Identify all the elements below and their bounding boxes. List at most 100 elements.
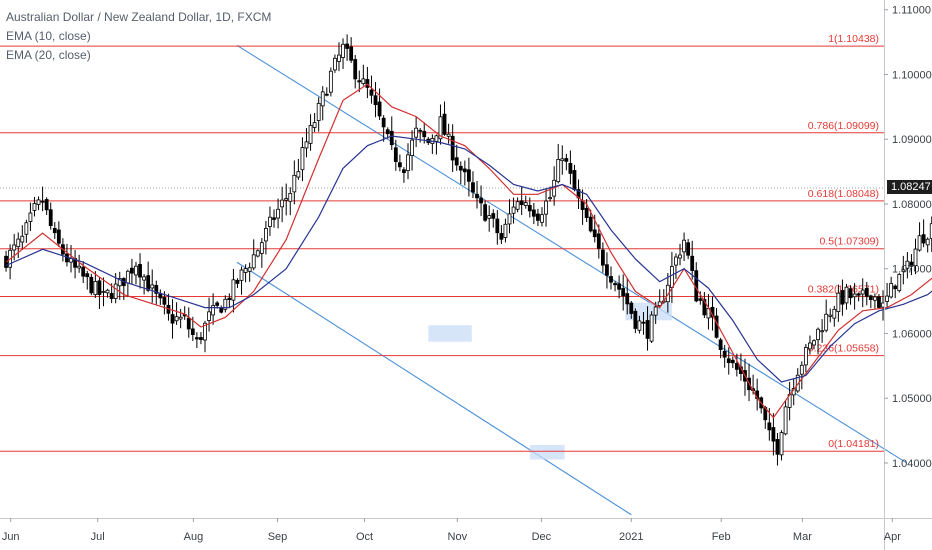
candle-body [211, 305, 216, 316]
candle-body [462, 168, 467, 173]
candle-body [296, 171, 301, 178]
candle-body [288, 193, 293, 202]
price-tick-label: 1.05000 [892, 393, 932, 405]
candle-body [531, 209, 536, 217]
candle-body [20, 235, 25, 243]
price-tick-label: 1.09000 [892, 134, 932, 146]
candle-body [678, 254, 682, 259]
candle-body [56, 229, 61, 244]
support-zone-rect [529, 445, 565, 460]
candle-body [361, 78, 366, 84]
candle-body [93, 281, 98, 296]
fib-level-label: 0.786(1.09099) [808, 120, 879, 132]
candle-body [803, 347, 808, 366]
candle-body [523, 202, 528, 206]
time-tick-label: Feb [712, 531, 731, 543]
candle-body [292, 174, 297, 193]
time-tick-label: Mar [793, 531, 812, 543]
candle-body [373, 95, 378, 106]
time-tick-label: 2021 [619, 531, 643, 543]
candle-body [560, 158, 565, 162]
candle-body [434, 135, 439, 142]
candle-body [255, 250, 260, 257]
candle-body [154, 285, 159, 294]
candle-body [479, 197, 483, 204]
candle-body [548, 197, 552, 200]
candle-body [393, 147, 398, 162]
candle-body [328, 70, 333, 93]
candle-body [397, 162, 402, 168]
candle-body [284, 198, 289, 201]
chart-title: Australian Dollar / New Zealand Dollar, … [6, 10, 272, 24]
candle-body [775, 439, 780, 455]
candle-body [836, 292, 841, 312]
time-tick-label: Jul [91, 531, 105, 543]
ema-20-label: EMA (20, close) [6, 48, 91, 62]
candle-body [130, 267, 134, 274]
candle-body [458, 165, 463, 171]
candle-body [77, 265, 82, 269]
candle-body [877, 296, 881, 308]
candle-body [190, 328, 195, 335]
candle-body [832, 308, 837, 319]
candle-body [864, 287, 869, 297]
candle-body [442, 113, 447, 135]
candle-body [637, 320, 642, 331]
candle-body [194, 337, 199, 340]
last-price-tag: 1.08247 [887, 179, 932, 194]
candle-body [483, 204, 488, 221]
candle-body [446, 133, 451, 137]
candle-body [901, 269, 906, 272]
candle-body [665, 284, 670, 303]
candle-body [304, 141, 309, 149]
candle-body [174, 316, 179, 322]
candle-body [243, 268, 248, 273]
candle-body [85, 273, 90, 278]
candle-body [44, 199, 49, 211]
candle-body [24, 222, 29, 235]
candle-body [134, 265, 138, 276]
time-tick-label: Dec [532, 531, 552, 543]
candle-body [824, 313, 829, 331]
candle-body [365, 79, 370, 88]
candle-body [629, 302, 634, 314]
candle-body [414, 127, 419, 138]
candle-body [333, 57, 337, 71]
candle-body [734, 363, 739, 370]
candle-body [146, 275, 151, 291]
candle-body [564, 158, 569, 162]
candle-body [592, 229, 597, 238]
candle-body [645, 320, 650, 339]
candle-body [349, 46, 354, 61]
candle-body [682, 239, 686, 253]
candle-body [633, 310, 638, 329]
candle-body [475, 193, 479, 199]
candle-body [596, 233, 601, 249]
fib-level-label: 1(1.10438) [828, 33, 879, 45]
candle-body [186, 317, 191, 330]
candle-body [268, 216, 272, 227]
candle-body [199, 337, 203, 340]
candle-body [158, 293, 163, 299]
candle-body [247, 267, 252, 272]
candle-body [377, 101, 382, 117]
candle-body [235, 279, 240, 284]
candle-body [418, 129, 423, 132]
candle-body [300, 147, 305, 171]
candle-body [357, 80, 362, 83]
support-zone-rect [428, 325, 472, 342]
candle-body [515, 201, 520, 210]
chart-legend: Australian Dollar / New Zealand Dollar, … [6, 8, 271, 65]
candle-body [816, 328, 820, 341]
candle-body [406, 154, 410, 172]
candle-body [491, 213, 496, 219]
candle-body [820, 330, 825, 333]
candle-body [324, 93, 329, 96]
candle-body [239, 269, 244, 281]
candle-body [779, 432, 784, 456]
candle-body [840, 290, 845, 305]
candle-body [873, 296, 877, 301]
candle-body [422, 130, 427, 138]
candle-body [48, 209, 53, 227]
